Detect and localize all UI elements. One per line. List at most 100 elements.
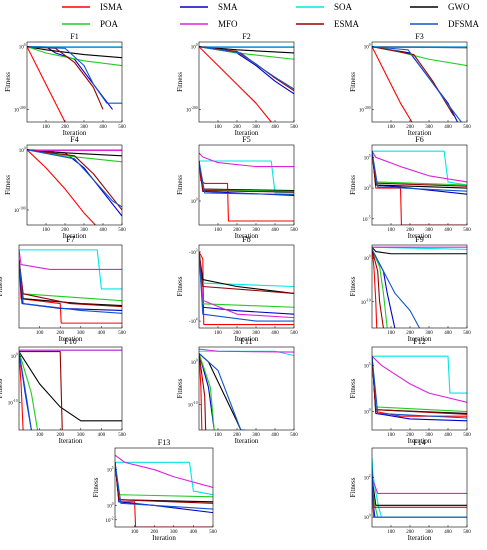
panel-f13: F13 100 200 300 400 500 105 100 10-2 Iteration Fit…	[92, 438, 217, 542]
series-line-dfsma	[115, 462, 213, 510]
y-axis-label: Fitness	[176, 72, 184, 92]
series-line-isma	[372, 46, 413, 122]
x-tick-label: 100	[387, 331, 395, 336]
x-axis-label: Iteration	[152, 534, 176, 542]
series-line-dfsma	[372, 46, 462, 122]
panel-title: F9	[415, 235, 423, 244]
x-tick-label: 500	[463, 433, 471, 438]
y-tick-label: 100	[19, 146, 26, 154]
y-axis-label: Fitness	[0, 378, 4, 398]
plot-frame	[371, 41, 468, 123]
x-axis-label: Iteration	[235, 129, 259, 137]
x-tick-label: 400	[98, 433, 106, 438]
y-tick-label: 100	[191, 198, 198, 206]
series-line-dfsma	[199, 251, 294, 322]
plot-frame	[26, 144, 123, 226]
series-line-mfo	[372, 477, 467, 494]
plot-frame	[198, 144, 295, 226]
y-tick-label: 105	[107, 466, 114, 474]
x-tick-label: 200	[56, 331, 64, 336]
x-axis-label: Iteration	[235, 335, 259, 343]
panel-f4: F4 100 200 300 400 500 100 10-100 Iteration Fitne…	[4, 135, 126, 240]
series-line-soa	[372, 457, 467, 518]
series-line-sma	[372, 467, 467, 518]
x-tick-label: 500	[463, 125, 471, 130]
series-line-esma	[27, 149, 122, 211]
panel-f2: F2 100 200 300 400 500 100 10-200 Iteration Fitne…	[176, 32, 298, 137]
panel-f9: F9 100 200 300 400 500 100 10-10 Iteration Fitnes…	[349, 235, 471, 343]
legend-entry-poa: POA	[62, 19, 119, 29]
y-tick-label: 102	[364, 474, 371, 482]
series-line-poa	[19, 259, 122, 302]
y-tick-label: 105	[364, 362, 371, 370]
panel-title: F8	[242, 235, 250, 244]
x-tick-label: 200	[233, 433, 241, 438]
series-line-dfsma	[27, 149, 122, 208]
y-tick-label: 100	[364, 255, 371, 263]
x-tick-label: 100	[214, 331, 222, 336]
y-tick-label: 10-10	[361, 298, 371, 306]
series-group	[19, 249, 122, 324]
panel-f10: F10 100 200 300 400 500 100 10-10 Iteration Fitne…	[0, 337, 126, 445]
series-line-gwo	[19, 351, 122, 422]
plot-frame	[26, 41, 123, 123]
x-tick-label: 400	[444, 433, 452, 438]
x-tick-label: 500	[463, 228, 471, 233]
x-tick-label: 200	[406, 228, 414, 233]
series-line-mfo	[115, 454, 213, 489]
x-tick-label: 500	[290, 331, 298, 336]
y-tick-label: 10-100	[14, 206, 26, 214]
series-line-isma	[372, 477, 467, 518]
legend-label: MFO	[218, 19, 238, 29]
series-line-esma	[115, 462, 213, 504]
y-tick-label: 10-200	[14, 106, 26, 114]
x-tick-label: 100	[387, 433, 395, 438]
x-tick-label: 200	[61, 125, 69, 130]
x-axis-label: Iteration	[63, 232, 87, 240]
panel-f5: F5 100 200 300 400 500 100 Iteration Fitness	[176, 135, 298, 240]
series-line-dfsma	[372, 356, 467, 419]
x-tick-label: 400	[99, 125, 107, 130]
series-line-esma	[372, 249, 384, 328]
panel-title: F2	[242, 32, 250, 41]
series-line-dfsma	[27, 46, 122, 104]
x-tick-label: 300	[425, 331, 433, 336]
plot-frame	[198, 346, 295, 431]
y-tick-label: 100	[364, 514, 371, 522]
x-axis-label: Iteration	[63, 129, 87, 137]
y-tick-label: 10-5	[363, 215, 371, 223]
x-tick-label: 200	[61, 228, 69, 233]
panel-title: F14	[413, 438, 425, 447]
series-group	[19, 349, 122, 430]
x-tick-label: 100	[42, 228, 50, 233]
series-group	[372, 46, 467, 122]
x-tick-label: 300	[80, 125, 88, 130]
panel-f3: F3 100 200 300 400 500 100 10-200 Iteration Fitne…	[349, 32, 471, 137]
x-tick-label: 300	[252, 433, 260, 438]
series-line-soa	[372, 150, 467, 186]
x-tick-label: 100	[387, 228, 395, 233]
y-axis-label: Fitness	[176, 276, 184, 296]
plot-frame	[198, 41, 295, 123]
series-line-dfsma	[199, 160, 294, 196]
series-line-esma	[372, 477, 467, 508]
series-line-mfo	[19, 249, 122, 270]
x-tick-label: 200	[56, 433, 64, 438]
x-tick-label: 400	[444, 331, 452, 336]
legend-label: POA	[100, 19, 119, 29]
x-tick-label: 300	[77, 433, 85, 438]
series-group	[372, 246, 467, 328]
series-line-dfsma	[372, 467, 467, 518]
legend-label: ESMA	[334, 19, 360, 29]
series-line-dfsma	[199, 352, 245, 430]
x-tick-label: 100	[214, 125, 222, 130]
x-axis-label: Iteration	[59, 437, 83, 445]
panel-title: F10	[64, 337, 76, 346]
y-tick-label: 105	[364, 154, 371, 162]
legend-entry-mfo: MFO	[180, 19, 238, 29]
x-tick-label: 200	[150, 530, 158, 535]
series-line-isma	[372, 249, 378, 328]
x-tick-label: 400	[444, 228, 452, 233]
panel-title: F7	[66, 235, 74, 244]
series-group	[372, 150, 467, 225]
